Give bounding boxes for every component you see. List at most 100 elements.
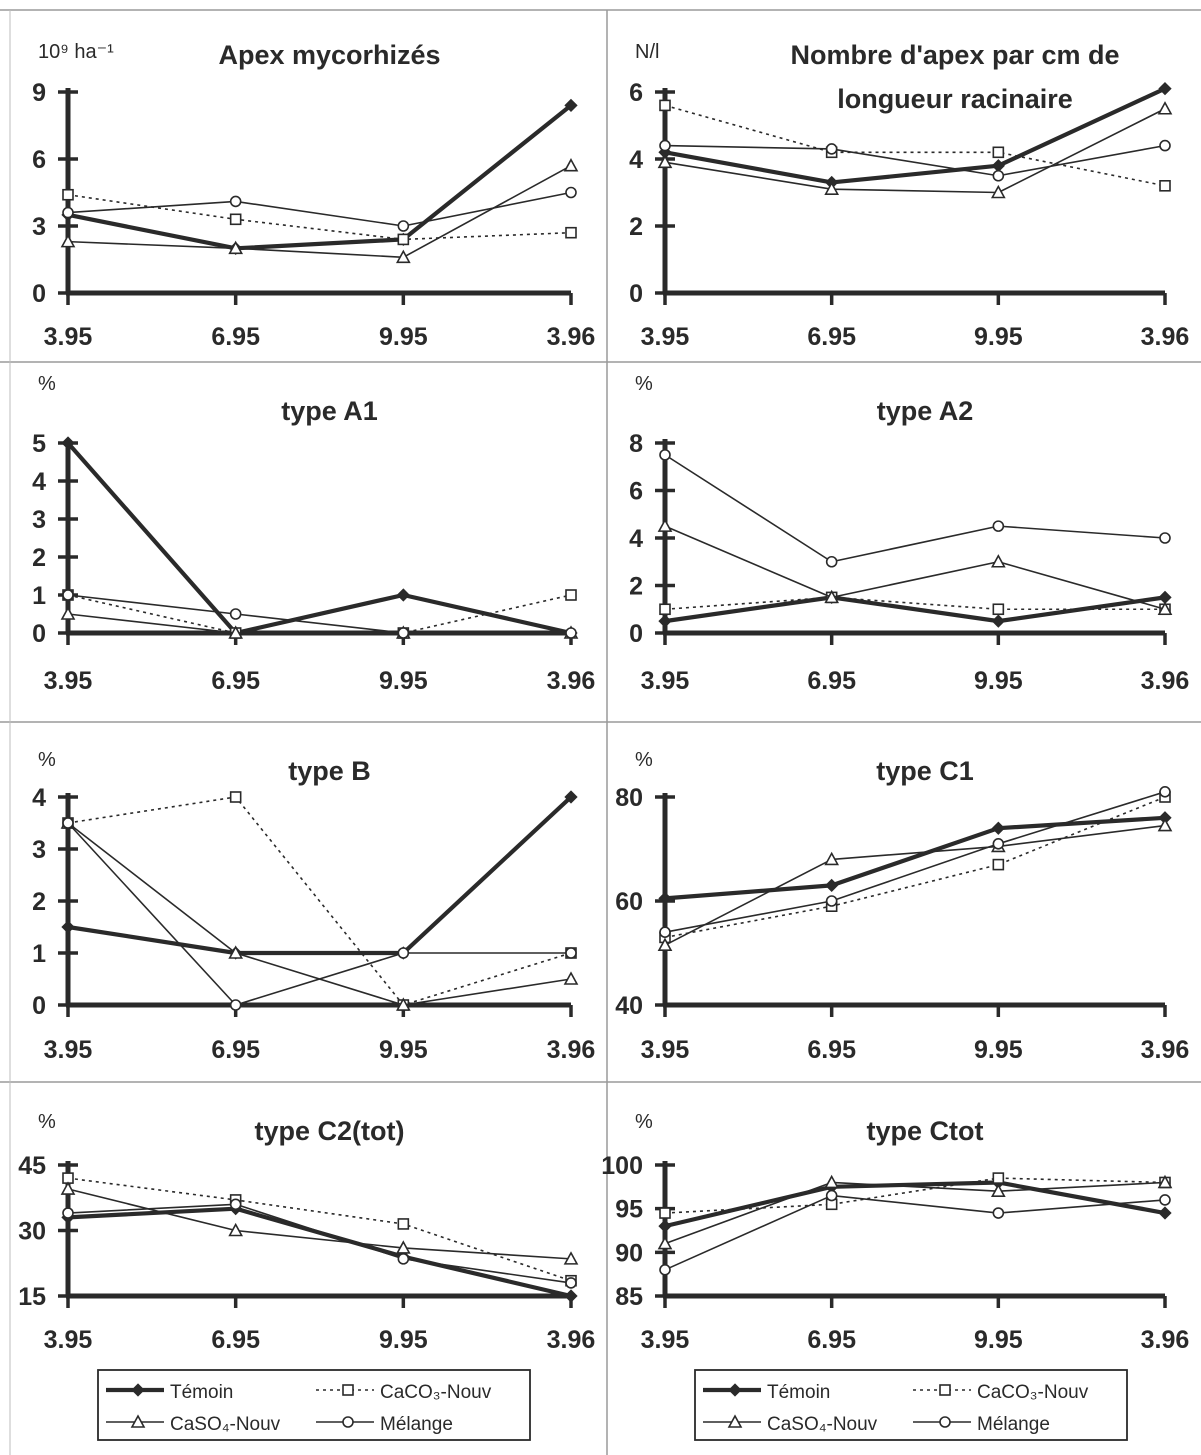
x-tick-label: 6.95 bbox=[211, 667, 260, 695]
data-point bbox=[990, 1183, 1006, 1197]
data-point bbox=[657, 1235, 673, 1250]
x-tick-label: 6.95 bbox=[807, 1326, 856, 1354]
y-tick-label: 85 bbox=[615, 1283, 643, 1311]
data-point bbox=[825, 1189, 838, 1202]
y-tick-label: 2 bbox=[32, 544, 46, 572]
data-point bbox=[1159, 785, 1171, 798]
legend-box bbox=[97, 1369, 531, 1441]
x-tick-label: 3.96 bbox=[547, 1326, 596, 1354]
x-tick-label: 3.96 bbox=[547, 1036, 596, 1064]
chart-title: type A1 bbox=[281, 396, 378, 426]
series-CaSO₄-Nouv bbox=[60, 815, 579, 1011]
series-CaSO₄-Nouv bbox=[657, 817, 1173, 952]
chart-title: type A2 bbox=[877, 396, 974, 426]
legend-label: Témoin bbox=[767, 1382, 830, 1403]
series-line bbox=[664, 595, 1166, 624]
series-CaSO₄-Nouv bbox=[60, 158, 579, 264]
data-point bbox=[1159, 139, 1171, 152]
chart-panel-7: type C2(tot)% 15 30 45 3.95 6.95 9.95 3.96 bbox=[18, 1111, 595, 1354]
chart-title: type C1 bbox=[876, 756, 974, 786]
data-point bbox=[992, 146, 1005, 159]
series-CaSO₄-Nouv bbox=[60, 1181, 579, 1265]
data-point bbox=[397, 1253, 410, 1265]
legend-label: CaSO₄-Nouv bbox=[767, 1414, 878, 1435]
series-line bbox=[664, 824, 1166, 946]
data-point bbox=[229, 213, 242, 226]
y-tick-label: 15 bbox=[18, 1283, 46, 1311]
data-point bbox=[62, 817, 74, 829]
data-point bbox=[396, 588, 410, 602]
legend-label: CaSO₄-Nouv bbox=[170, 1414, 281, 1435]
chart-panel-5: type B% 0 1 2 3 4 3.95 6.95 9.95 3.96 bbox=[32, 749, 595, 1064]
x-tick-label: 3.95 bbox=[44, 1326, 93, 1354]
x-tick-label: 3.96 bbox=[1141, 1326, 1190, 1354]
series-line bbox=[664, 144, 1166, 177]
data-point bbox=[1159, 1194, 1171, 1206]
series-CaSO₄-Nouv bbox=[657, 518, 1173, 616]
y-tick-label: 4 bbox=[629, 525, 643, 553]
series-line bbox=[67, 191, 572, 227]
data-point bbox=[565, 947, 577, 959]
data-point bbox=[229, 608, 242, 620]
y-tick-label: 0 bbox=[32, 620, 46, 648]
y-axis-label: % bbox=[38, 749, 56, 771]
data-point bbox=[992, 1207, 1005, 1219]
series-line bbox=[67, 164, 572, 259]
data-point bbox=[563, 158, 579, 172]
x-tick-label: 3.96 bbox=[547, 323, 596, 351]
y-tick-label: 8 bbox=[629, 430, 643, 458]
y-tick-label: 2 bbox=[32, 888, 46, 916]
data-point bbox=[395, 1240, 411, 1254]
y-tick-label: 45 bbox=[18, 1152, 46, 1180]
y-tick-label: 0 bbox=[32, 992, 46, 1020]
y-tick-label: 30 bbox=[18, 1218, 46, 1246]
series-line bbox=[664, 525, 1166, 611]
data-point bbox=[563, 1251, 579, 1265]
data-point bbox=[992, 520, 1005, 532]
y-tick-label: 2 bbox=[629, 213, 643, 241]
y-tick-label: 0 bbox=[32, 280, 46, 308]
data-point bbox=[397, 627, 410, 639]
y-tick-label: 6 bbox=[629, 478, 643, 506]
data-point bbox=[565, 186, 577, 199]
data-point bbox=[659, 99, 671, 112]
data-point bbox=[991, 821, 1005, 835]
legend-marker bbox=[727, 1414, 743, 1428]
y-tick-label: 40 bbox=[615, 992, 643, 1020]
y-axis-label: % bbox=[635, 749, 653, 771]
data-point bbox=[61, 436, 75, 450]
series-Mélange bbox=[62, 1198, 577, 1289]
x-tick-label: 6.95 bbox=[807, 323, 856, 351]
data-point bbox=[1159, 532, 1171, 544]
chart-panel-8: type Ctot% 85 90 95 100 3.95 6.95 9.95 3.96 bbox=[601, 1111, 1189, 1354]
legend-label: CaCO₃-Nouv bbox=[977, 1382, 1089, 1403]
data-point bbox=[824, 589, 840, 604]
data-point bbox=[1158, 82, 1172, 96]
y-tick-label: 0 bbox=[629, 280, 643, 308]
data-point bbox=[61, 920, 75, 934]
series-line bbox=[67, 1188, 572, 1260]
series-CaSO₄-Nouv bbox=[657, 101, 1173, 199]
series-line bbox=[664, 791, 1166, 933]
y-axis-label: N/l bbox=[635, 41, 659, 63]
data-point bbox=[395, 997, 411, 1011]
series-Témoin bbox=[61, 1202, 578, 1303]
y-tick-label: 60 bbox=[615, 888, 643, 916]
data-point bbox=[658, 891, 672, 906]
data-point bbox=[992, 1172, 1005, 1184]
y-tick-label: 3 bbox=[32, 506, 46, 534]
data-point bbox=[397, 1218, 410, 1230]
x-tick-label: 3.96 bbox=[1141, 667, 1190, 695]
x-tick-label: 9.95 bbox=[974, 667, 1023, 695]
x-tick-label: 9.95 bbox=[379, 1036, 428, 1064]
legend-marker bbox=[342, 1416, 354, 1428]
y-axis-label: % bbox=[38, 373, 56, 395]
legend-marker bbox=[939, 1416, 951, 1428]
chart-panel-4: type A2% 0 2 4 6 8 3.95 6.95 9.95 3.96 bbox=[629, 373, 1189, 695]
y-axis-label: 10⁹ ha⁻¹ bbox=[38, 41, 114, 63]
x-tick-label: 3.96 bbox=[1141, 1036, 1190, 1064]
chart-panel-6: type C1% 40 60 80 3.95 6.95 9.95 3.96 bbox=[615, 749, 1189, 1064]
data-point bbox=[992, 603, 1005, 616]
x-tick-label: 6.95 bbox=[807, 667, 856, 695]
